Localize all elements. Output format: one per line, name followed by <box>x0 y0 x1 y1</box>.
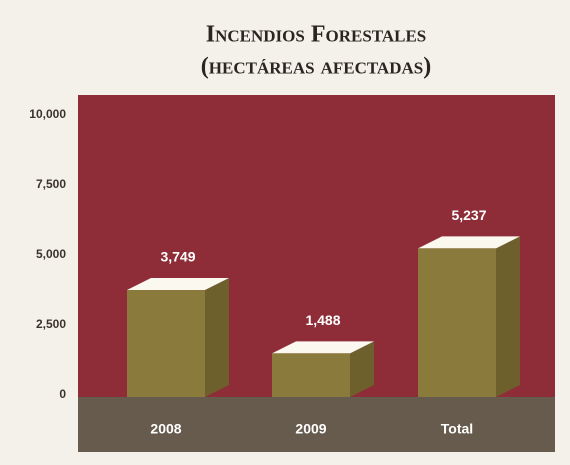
bar <box>127 290 205 397</box>
y-tick-label: 5,000 <box>36 247 66 261</box>
bar-side <box>496 236 520 397</box>
bar-side <box>350 341 374 397</box>
bar-side <box>205 278 229 397</box>
bar <box>272 353 350 397</box>
value-label: 1,488 <box>305 312 340 328</box>
bar-top <box>272 341 374 354</box>
y-tick-label: 0 <box>59 387 66 401</box>
value-label: 3,749 <box>160 249 195 265</box>
bar-top <box>418 236 520 249</box>
chart-title: Incendios Forestales <box>206 22 427 48</box>
chart-subtitle: (hectáreas afectadas) <box>201 54 431 80</box>
y-tick-label: 2,500 <box>36 317 66 331</box>
bar-top <box>127 278 229 291</box>
floor <box>78 397 555 452</box>
value-label: 5,237 <box>451 207 486 223</box>
x-tick-label: Total <box>441 421 473 437</box>
bar <box>418 248 496 397</box>
y-tick-label: 7,500 <box>36 177 66 191</box>
y-tick-label: 10,000 <box>29 107 66 121</box>
x-tick-label: 2009 <box>295 421 326 437</box>
x-tick-label: 2008 <box>150 421 181 437</box>
